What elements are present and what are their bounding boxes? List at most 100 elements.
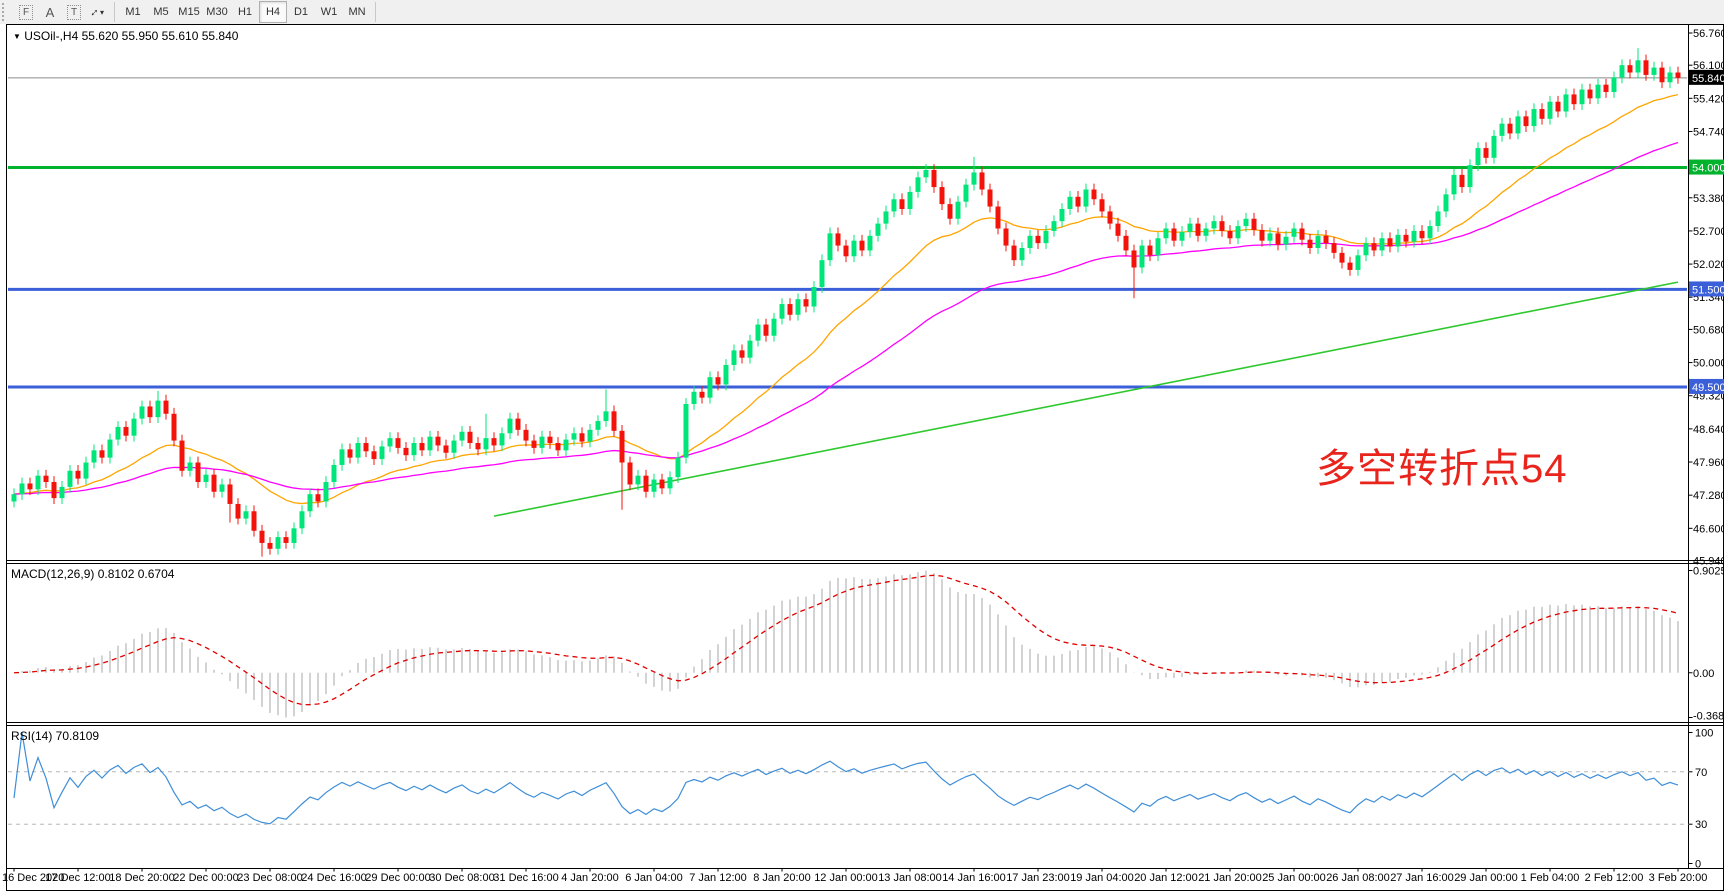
candle bbox=[499, 433, 505, 446]
candle bbox=[707, 377, 713, 398]
candle bbox=[1147, 245, 1153, 256]
chart-title: ▼ USOil-,H4 55.620 55.950 55.610 55.840 bbox=[13, 29, 238, 43]
candle bbox=[139, 406, 145, 419]
time-axis-label: 17 Dec 12:00 bbox=[45, 872, 110, 884]
tool-dropdown-caret-icon[interactable]: ▾ bbox=[99, 7, 104, 17]
timeframe-m15-button[interactable]: M15 bbox=[178, 6, 200, 18]
toolbar-tools: F A T ↕ ▾ bbox=[14, 0, 110, 24]
symbol-dropdown-icon[interactable]: ▼ bbox=[13, 32, 21, 41]
chart-window[interactable]: 100 70 30 0 56.760 56.100 55.420 54.740 53.380 52… bbox=[0, 24, 1724, 893]
candle bbox=[1579, 89, 1585, 105]
candle bbox=[1283, 236, 1289, 245]
price-axis-label: 55.420 bbox=[1693, 93, 1724, 105]
candle bbox=[275, 537, 281, 549]
tool-text-label-icon[interactable]: T bbox=[63, 2, 85, 22]
candle bbox=[1403, 234, 1409, 242]
candle bbox=[1043, 230, 1049, 244]
candle bbox=[1379, 238, 1385, 251]
candle bbox=[867, 235, 873, 251]
time-axis-label: 7 Jan 12:00 bbox=[689, 872, 747, 884]
main-price-pane[interactable] bbox=[8, 48, 1689, 557]
candle bbox=[723, 365, 729, 385]
rsi-axis-label: 70 bbox=[1695, 767, 1707, 779]
toolbar-drag-handle[interactable] bbox=[2, 3, 10, 21]
candle bbox=[947, 204, 953, 219]
candle bbox=[1459, 174, 1465, 188]
candle bbox=[1467, 165, 1473, 188]
candle bbox=[915, 177, 921, 192]
price-axis-label: 50.680 bbox=[1693, 324, 1724, 336]
candle bbox=[1435, 211, 1441, 227]
tool-font-icon[interactable]: A bbox=[45, 4, 55, 20]
candle bbox=[1051, 221, 1057, 231]
candle bbox=[331, 464, 337, 483]
candle bbox=[651, 479, 657, 492]
candle bbox=[19, 483, 25, 495]
candle bbox=[1163, 228, 1169, 239]
candle bbox=[1115, 223, 1121, 236]
candle bbox=[1539, 109, 1545, 119]
rsi-axis-label: 30 bbox=[1695, 819, 1707, 831]
candle bbox=[755, 324, 761, 341]
candle bbox=[859, 240, 865, 251]
candle bbox=[1267, 233, 1273, 241]
rsi-pane[interactable] bbox=[8, 732, 1689, 825]
candle bbox=[107, 439, 113, 458]
candle bbox=[1643, 60, 1649, 75]
timeframe-h4-button[interactable]: H4 bbox=[259, 1, 287, 23]
candle bbox=[1067, 196, 1073, 209]
price-axis-label: 46.600 bbox=[1693, 523, 1724, 535]
candle bbox=[763, 324, 769, 336]
candle bbox=[163, 400, 169, 414]
candle bbox=[1515, 116, 1521, 134]
trendline[interactable] bbox=[493, 281, 1679, 517]
candle bbox=[491, 438, 497, 446]
timeframe-w1-button[interactable]: W1 bbox=[320, 6, 338, 18]
candle bbox=[539, 436, 545, 448]
timeframe-d1-button[interactable]: D1 bbox=[293, 6, 309, 18]
candle bbox=[363, 443, 369, 452]
candle bbox=[931, 169, 937, 188]
svg-text:54.000: 54.000 bbox=[1692, 163, 1724, 175]
candle bbox=[595, 421, 601, 430]
candle bbox=[563, 439, 569, 451]
candle bbox=[323, 482, 329, 502]
candle bbox=[1571, 94, 1577, 105]
candle bbox=[1363, 243, 1369, 256]
toolbar-separator bbox=[114, 2, 115, 22]
price-axis-label: 52.700 bbox=[1693, 226, 1724, 238]
candle bbox=[1123, 235, 1129, 251]
timeframe-m30-button[interactable]: M30 bbox=[206, 6, 228, 18]
symbol-ohlc-line: USOil-,H4 55.620 55.950 55.610 55.840 bbox=[24, 29, 239, 43]
candle bbox=[1019, 247, 1025, 261]
timeframe-buttons: M1 M5 M15 M30 H1 H4 D1 W1 MN bbox=[119, 0, 371, 24]
candle bbox=[515, 418, 521, 430]
candle bbox=[1035, 235, 1041, 244]
candle bbox=[1451, 174, 1457, 195]
timeframe-mn-button[interactable]: MN bbox=[348, 6, 366, 18]
candle bbox=[1291, 228, 1297, 237]
candle bbox=[507, 418, 513, 434]
timeframe-h1-button[interactable]: H1 bbox=[237, 6, 253, 18]
candle bbox=[1299, 228, 1305, 240]
candle bbox=[955, 201, 961, 219]
candle bbox=[1331, 243, 1337, 253]
tool-grid-f-icon[interactable]: F bbox=[15, 2, 37, 22]
candle bbox=[1635, 60, 1641, 73]
candle bbox=[1547, 101, 1553, 119]
time-axis-label: 27 Jan 16:00 bbox=[1390, 872, 1454, 884]
chart-canvas[interactable]: 100 70 30 0 56.760 56.100 55.420 54.740 53.380 52… bbox=[0, 24, 1724, 893]
price-axis-label: 56.100 bbox=[1693, 60, 1724, 72]
timeframe-m5-button[interactable]: M5 bbox=[153, 6, 169, 18]
rsi-line bbox=[13, 732, 1679, 825]
tool-cursor-arrows-icon[interactable]: ↕ ▾ bbox=[87, 4, 104, 20]
candle bbox=[643, 475, 649, 492]
macd-pane[interactable] bbox=[13, 570, 1679, 718]
ma-20-line[interactable] bbox=[13, 93, 1679, 505]
candle bbox=[667, 477, 673, 489]
ma-50-line[interactable] bbox=[13, 141, 1679, 495]
timeframe-m1-button[interactable]: M1 bbox=[125, 6, 141, 18]
candle bbox=[1179, 231, 1185, 241]
time-axis-label: 8 Jan 20:00 bbox=[753, 872, 811, 884]
candle bbox=[387, 438, 393, 447]
